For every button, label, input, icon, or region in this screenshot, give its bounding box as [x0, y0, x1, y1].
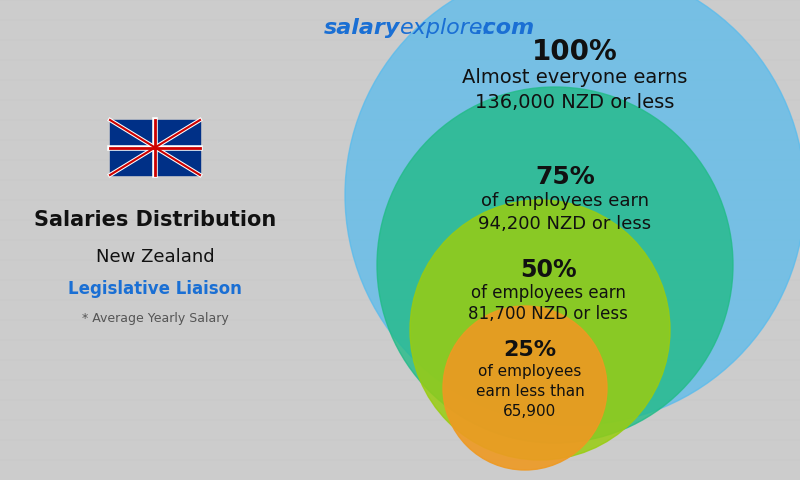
Text: of employees earn: of employees earn: [470, 284, 626, 301]
Text: of employees earn: of employees earn: [481, 192, 649, 210]
Text: Legislative Liaison: Legislative Liaison: [68, 280, 242, 298]
Text: earn less than: earn less than: [476, 384, 584, 399]
Text: salary: salary: [324, 18, 400, 38]
Text: explorer: explorer: [400, 18, 493, 38]
Text: 94,200 NZD or less: 94,200 NZD or less: [478, 216, 651, 233]
Bar: [110, 120, 200, 175]
Text: 25%: 25%: [503, 340, 557, 360]
Text: 136,000 NZD or less: 136,000 NZD or less: [475, 93, 674, 112]
Text: 75%: 75%: [535, 165, 595, 189]
Text: .com: .com: [475, 18, 535, 38]
Circle shape: [377, 87, 733, 443]
Text: New Zealand: New Zealand: [96, 248, 214, 266]
Circle shape: [443, 306, 607, 470]
Text: 81,700 NZD or less: 81,700 NZD or less: [468, 305, 628, 323]
Text: Salaries Distribution: Salaries Distribution: [34, 210, 276, 230]
Text: 100%: 100%: [532, 38, 618, 66]
Circle shape: [345, 0, 800, 425]
Text: of employees: of employees: [478, 364, 582, 379]
Text: 50%: 50%: [520, 258, 576, 282]
Circle shape: [410, 200, 670, 460]
Text: * Average Yearly Salary: * Average Yearly Salary: [82, 312, 228, 325]
Text: Almost everyone earns: Almost everyone earns: [462, 68, 688, 87]
Text: 65,900: 65,900: [503, 404, 557, 419]
